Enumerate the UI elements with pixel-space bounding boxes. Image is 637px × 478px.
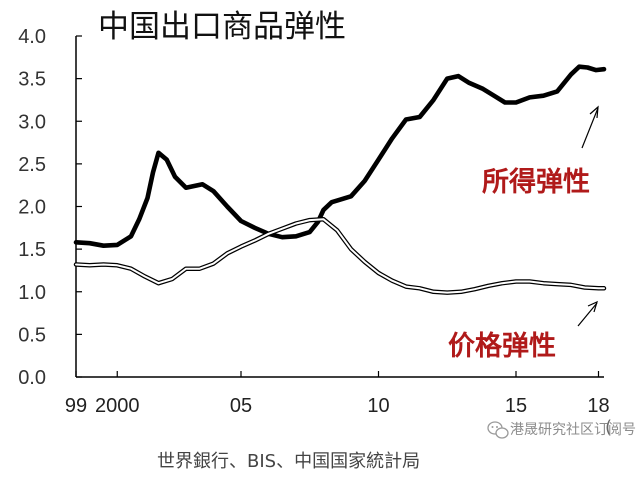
wechat-icon xyxy=(487,421,509,439)
y-tick-label: 1.5 xyxy=(18,239,46,261)
series-line-price-elasticity xyxy=(73,217,607,295)
series-layer xyxy=(73,64,607,295)
y-tick-label: 1.0 xyxy=(18,282,46,304)
y-tick-label: 2.5 xyxy=(18,154,46,176)
chart-title: 中国出口商品弹性 xyxy=(98,9,346,45)
x-axis-ticks: 99 2000 05 10 15 18 xyxy=(65,371,610,417)
annotation-arrow-price xyxy=(577,302,598,327)
watermark: 港晟研究社区订阅号 xyxy=(487,421,636,439)
y-tick-label: 3.5 xyxy=(18,69,46,91)
x-tick-label: 2000 xyxy=(95,395,140,417)
series-line-path xyxy=(73,64,607,248)
annotation-price-elasticity: 价格弹性 xyxy=(448,331,556,362)
y-tick-label: 0.5 xyxy=(18,324,46,346)
x-tick-label: 18 xyxy=(587,395,609,417)
series-line-income-elasticity xyxy=(73,64,607,248)
x-tick-label: 05 xyxy=(230,395,252,417)
y-axis-ticks: 0.0 0.5 1.0 1.5 2.0 2.5 3.0 3.5 4.0 xyxy=(18,26,82,389)
y-tick-label: 4.0 xyxy=(18,26,46,48)
annotation-income-elasticity: 所得弹性 xyxy=(482,167,590,198)
watermark-text: 港晟研究社区订阅号 xyxy=(510,422,636,438)
x-tick-label: 99 xyxy=(65,395,87,417)
x-tick-label: 10 xyxy=(367,395,389,417)
annotation-arrow-income xyxy=(581,107,599,149)
series-line-inner xyxy=(75,218,605,294)
annotation-arrowhead-income xyxy=(589,105,599,119)
source-note: 世界銀行、BIS、中国国家統計局 xyxy=(157,451,420,472)
annotation-arrowhead-price xyxy=(587,300,598,313)
y-tick-label: 2.0 xyxy=(18,197,46,219)
x-axis-unit-fragment: ( xyxy=(605,417,612,438)
x-tick-label: 15 xyxy=(505,395,527,417)
y-tick-label: 3.0 xyxy=(18,111,46,133)
y-tick-label: 0.0 xyxy=(18,367,46,389)
